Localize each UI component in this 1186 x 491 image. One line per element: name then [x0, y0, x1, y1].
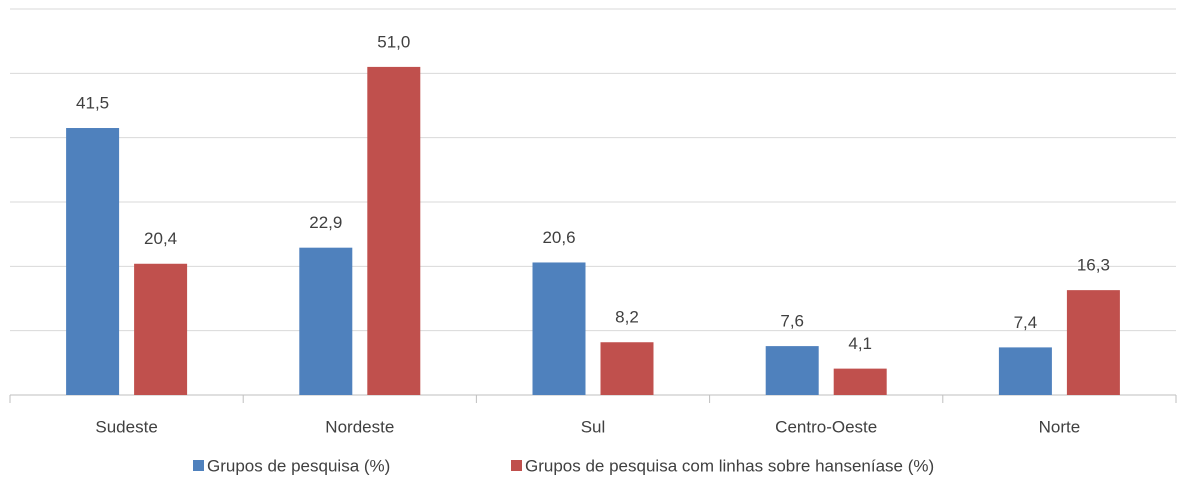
- bar: [134, 263, 188, 395]
- legend-label: Grupos de pesquisa (%): [207, 456, 390, 475]
- data-label: 20,4: [144, 229, 177, 248]
- legend-swatch: [193, 460, 204, 471]
- data-label: 7,6: [780, 312, 804, 331]
- legend-swatch: [511, 460, 522, 471]
- data-label: 51,0: [377, 32, 410, 51]
- bar: [1066, 290, 1120, 395]
- data-label: 7,4: [1014, 313, 1038, 332]
- x-tick-label: Norte: [1039, 417, 1081, 436]
- x-tick-label: Sudeste: [95, 417, 157, 436]
- data-label: 8,2: [615, 308, 639, 327]
- bar: [367, 66, 421, 396]
- data-label: 16,3: [1077, 256, 1110, 275]
- bar: [66, 128, 120, 395]
- bar: [532, 262, 586, 395]
- data-label: 4,1: [848, 334, 872, 353]
- bar: [600, 342, 654, 395]
- bar: [833, 368, 887, 395]
- data-label: 22,9: [309, 213, 342, 232]
- x-tick-label: Sul: [581, 417, 606, 436]
- x-tick-label: Centro-Oeste: [775, 417, 877, 436]
- data-label: 41,5: [76, 94, 109, 113]
- bar: [765, 346, 819, 395]
- data-label: 20,6: [542, 228, 575, 247]
- x-tick-label: Nordeste: [325, 417, 394, 436]
- bar: [998, 347, 1052, 395]
- bar: [299, 247, 353, 395]
- legend-label: Grupos de pesquisa com linhas sobre hans…: [525, 456, 934, 475]
